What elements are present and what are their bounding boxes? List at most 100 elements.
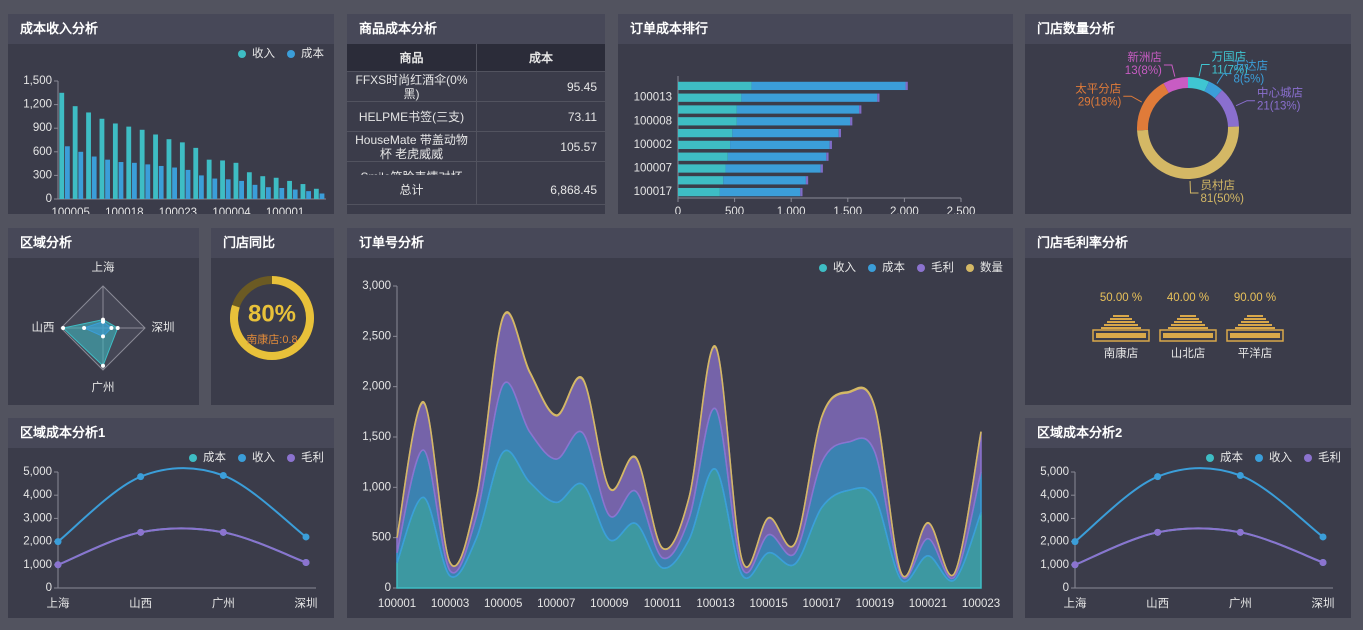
panel-title: 订单号分析 — [347, 228, 1013, 258]
icon-layer — [1104, 324, 1138, 326]
leader-line — [1235, 100, 1255, 107]
line-point — [137, 473, 145, 481]
x-tick-label: 100013 — [696, 598, 734, 610]
panel: 门店毛利率分析 50.00 % 南康店 40.00 % 山北店 90.00 % 平洋店 — [1025, 228, 1351, 405]
bar-segment — [751, 81, 906, 91]
legend-marker — [819, 264, 827, 272]
line — [57, 467, 307, 543]
bar-segment — [723, 176, 806, 185]
line-point — [54, 561, 62, 569]
chart: 50.00 % 南康店 40.00 % 山北店 90.00 % 平洋店 — [1092, 292, 1284, 360]
legend-marker — [868, 264, 876, 272]
line — [57, 527, 307, 566]
bar — [306, 191, 311, 199]
table-cell: 73.11 — [567, 109, 597, 124]
y-tick-label: 300 — [33, 169, 52, 181]
bar-segment — [678, 187, 720, 197]
x-tick-label: 100015 — [749, 598, 787, 610]
slice-value: 21(13%) — [1257, 101, 1301, 113]
x-tick-label: 山西 — [1146, 597, 1169, 610]
radar-point — [115, 326, 120, 330]
legend-label: 成本 — [882, 260, 905, 274]
category-label: 山北店 — [1171, 346, 1206, 360]
chart: 0 500 1,000 1,500 2,000 2,500 3,000 100001 10000… — [362, 260, 1003, 610]
line-point — [219, 528, 227, 536]
x-tick-label: 100023 — [962, 598, 1000, 610]
bar — [172, 167, 177, 199]
x-tick-label: 100001 — [378, 598, 416, 610]
y-tick-label: 900 — [33, 122, 52, 134]
legend-marker — [287, 454, 295, 462]
legend-label: 毛利 — [1318, 451, 1341, 464]
y-tick-label: 100007 — [634, 163, 672, 175]
leader-line — [1198, 63, 1210, 77]
radar-point — [109, 326, 114, 330]
panel: 订单号分析 0 500 1,000 1,500 2,000 2,500 3,000 10000… — [347, 228, 1013, 618]
x-tick-label: 1,500 — [833, 206, 862, 214]
gauge-value: 80% — [248, 300, 296, 327]
bar-segment — [736, 117, 851, 126]
slice-label: 太平分店 — [1075, 81, 1121, 95]
radar-point — [61, 326, 66, 330]
chart: 0 1,000 2,000 3,000 4,000 5,000 上海 山西 广州 深圳 毛利 收入 成本 — [23, 450, 324, 610]
icon-layer — [1235, 327, 1275, 329]
bar — [78, 151, 84, 199]
y-tick-label: 2,000 — [23, 536, 52, 548]
panel-title: 区域分析 — [8, 228, 199, 258]
bar — [206, 159, 212, 199]
legend-marker — [1255, 454, 1263, 462]
table-body: FFXS时尚红酒伞(0%黑) 95.45 HELPME书签(三支) 73.11 Hous… — [347, 72, 605, 175]
legend-marker — [917, 264, 925, 272]
line-point — [1071, 561, 1079, 569]
panel-title: 区域成本分析1 — [8, 418, 334, 448]
bar-segment — [678, 105, 737, 114]
y-tick-label: 1,000 — [362, 481, 391, 493]
slice-label: 新洲店 — [1127, 50, 1162, 64]
bar-segment — [826, 152, 829, 161]
x-tick-label: 100021 — [909, 598, 947, 610]
slice-label: 万达店 — [1234, 59, 1269, 73]
y-tick-label: 2,500 — [362, 330, 391, 342]
bar — [72, 106, 78, 199]
panel-title: 门店毛利率分析 — [1025, 228, 1351, 258]
icon-fill — [1163, 333, 1213, 338]
line-point — [302, 533, 310, 541]
x-tick-label: 100005 — [484, 598, 522, 610]
icon-base — [1092, 329, 1150, 342]
line-point — [1154, 528, 1162, 536]
pictorial-icon — [1226, 315, 1284, 342]
bar — [91, 156, 97, 199]
bar — [158, 165, 164, 199]
bar — [179, 142, 185, 199]
y-tick-label: 3,000 — [1040, 512, 1069, 524]
slice-value: 8(5%) — [1234, 74, 1265, 86]
icon-fill — [1096, 333, 1146, 338]
bar-segment — [829, 140, 832, 150]
panel: 成本收入分析 0 300 600 900 1,200 1,500 100005 100018 1… — [8, 14, 334, 214]
y-tick-label: 100008 — [634, 115, 672, 127]
icon-layer — [1180, 315, 1196, 317]
x-tick-label: 100017 — [803, 598, 841, 610]
y-tick-label: 0 — [46, 582, 52, 594]
line-point — [1236, 471, 1244, 479]
legend-label: 成本 — [203, 450, 226, 464]
bar-segment — [905, 81, 908, 91]
bar — [99, 118, 105, 199]
line-point — [1236, 528, 1244, 536]
bar — [59, 92, 65, 199]
bar — [252, 184, 258, 199]
panel-title: 成本收入分析 — [8, 14, 334, 44]
bar — [64, 146, 70, 199]
table-row: Smile笑脸表情对杯 — [347, 162, 605, 175]
x-tick-label: 100003 — [431, 598, 469, 610]
bar-segment — [820, 164, 823, 173]
bar — [118, 162, 124, 199]
table-cell: 6,868.45 — [550, 182, 597, 197]
icon-fill — [1230, 333, 1280, 338]
x-tick-label: 2,000 — [890, 206, 919, 214]
value-label: 90.00 % — [1234, 292, 1276, 304]
x-tick-label: 100023 — [159, 207, 197, 214]
